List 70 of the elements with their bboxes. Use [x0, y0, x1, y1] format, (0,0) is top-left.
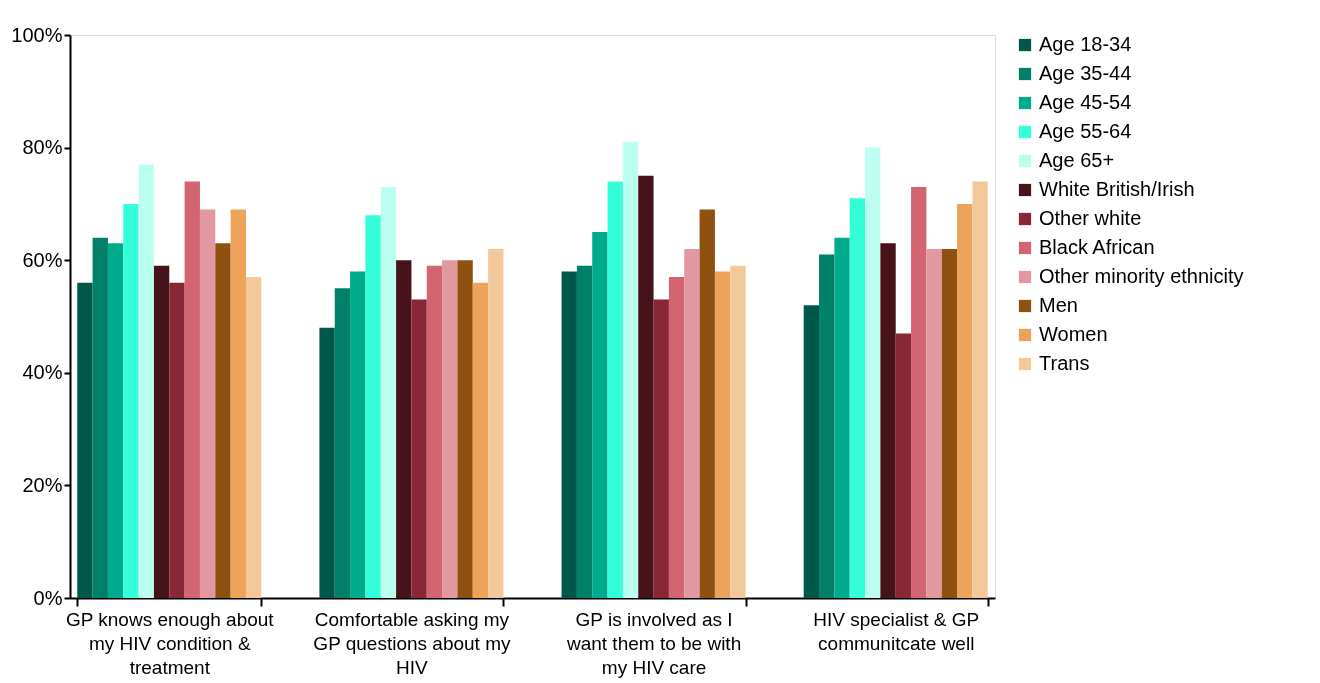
- y-tick-label: 40%: [22, 361, 63, 384]
- bar: [488, 248, 504, 598]
- legend-label: Age 18-34: [1039, 33, 1132, 55]
- legend-label: Age 45-54: [1039, 91, 1132, 113]
- bar: [230, 209, 246, 598]
- bar: [442, 260, 458, 598]
- bar: [714, 271, 731, 598]
- legend-label: Age 65+: [1039, 149, 1115, 171]
- bar: [834, 237, 850, 598]
- bar: [365, 215, 381, 598]
- bar: [803, 305, 820, 598]
- bar: [957, 203, 973, 598]
- y-tick-label: 20%: [22, 473, 63, 496]
- bar: [396, 260, 412, 598]
- bar: [911, 187, 927, 598]
- bar: [153, 265, 170, 598]
- bar: [880, 243, 896, 598]
- bar: [972, 181, 988, 598]
- legend-label: Trans: [1039, 352, 1090, 374]
- bar: [895, 333, 912, 598]
- bar: [865, 147, 881, 598]
- x-tick-label: GP is involved as I want them to be with my HIV care: [565, 608, 742, 678]
- y-tick-label: 100%: [11, 23, 63, 46]
- x-tick-label: Comfortable asking my GP questions about my HIV: [313, 608, 511, 678]
- x-tick-label: GP knows enough about my HIV condition & treatment: [65, 608, 275, 678]
- bar: [819, 254, 835, 598]
- legend-label: Age 55-64: [1039, 120, 1132, 142]
- bar: [576, 265, 593, 598]
- bar: [699, 209, 715, 598]
- legend-label: Men: [1039, 294, 1078, 316]
- legend-label: Black African: [1039, 236, 1155, 258]
- bar: [350, 271, 366, 598]
- y-tick-label: 80%: [22, 136, 63, 159]
- bar: [849, 198, 866, 598]
- x-tick-label: HIV specialist & GP communitcate well: [813, 608, 980, 654]
- bar: [138, 164, 154, 598]
- bar: [380, 187, 397, 598]
- y-tick-label: 60%: [22, 248, 63, 271]
- bar: [926, 248, 942, 598]
- legend-label: Other minority ethnicity: [1039, 265, 1244, 287]
- bar: [561, 271, 577, 598]
- bar: [668, 277, 685, 598]
- bar: [199, 209, 216, 598]
- bar: [123, 203, 139, 598]
- bar: [638, 175, 654, 598]
- bar: [77, 282, 93, 598]
- bar: [319, 327, 335, 598]
- bar: [653, 299, 669, 598]
- legend-label: Other white: [1039, 207, 1142, 229]
- y-tick-label: 0%: [33, 586, 63, 609]
- bar: [411, 299, 427, 598]
- legend-label: White British/Irish: [1039, 178, 1195, 200]
- bar: [941, 248, 958, 598]
- bar: [730, 265, 746, 598]
- bar: [184, 181, 200, 598]
- bar: [245, 277, 262, 598]
- bar: [592, 232, 608, 598]
- bar: [426, 265, 443, 598]
- bar: [169, 282, 185, 598]
- legend-label: Age 35-44: [1039, 62, 1132, 84]
- bar: [107, 243, 124, 598]
- bar: [684, 248, 700, 598]
- bar: [457, 260, 473, 598]
- bar: [215, 243, 231, 598]
- bar: [472, 282, 489, 598]
- bar: [622, 141, 639, 598]
- bar: [607, 181, 623, 598]
- legend-label: Women: [1039, 323, 1108, 345]
- bar: [92, 237, 108, 598]
- bar: [334, 288, 351, 598]
